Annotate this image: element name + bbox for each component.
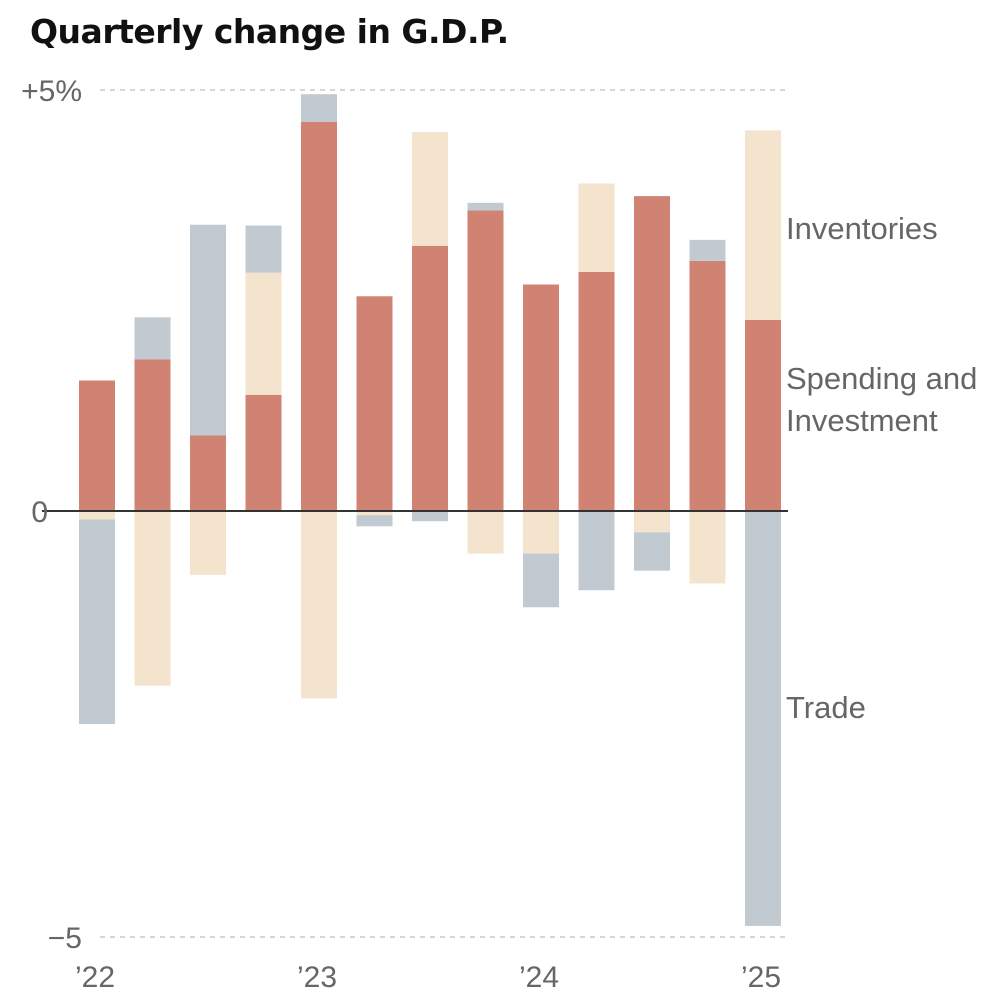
bar-inventories — [134, 511, 171, 686]
bar-trade — [467, 202, 504, 211]
bar-inventories — [79, 511, 115, 520]
bar-spending-and-investment — [190, 435, 226, 511]
legend-label: Investment — [786, 403, 938, 438]
legend-label: Spending and — [786, 361, 977, 396]
legend-label: Trade — [786, 690, 866, 725]
bar-inventories — [634, 511, 670, 533]
bar-trade — [134, 317, 171, 360]
bar-inventories — [523, 511, 559, 554]
bar-trade — [412, 511, 448, 522]
bar-inventories — [745, 130, 781, 320]
bar-spending-and-investment — [245, 394, 282, 511]
bar-inventories — [356, 511, 393, 516]
bar-trade — [356, 515, 393, 527]
bar-trade — [745, 511, 781, 926]
bar-spending-and-investment — [356, 296, 393, 511]
bar-trade — [79, 519, 115, 724]
labels-layer: +5% 0 −5 ’22 ’23 ’24 ’25 Inventories Spending an… — [21, 75, 977, 994]
bar-inventories — [301, 511, 337, 699]
bar-spending-and-investment — [689, 260, 726, 511]
y-tick-label: +5% — [21, 75, 82, 108]
bar-trade — [578, 511, 615, 591]
bar-inventories — [190, 511, 226, 575]
grid-layer — [100, 89, 788, 938]
bar-spending-and-investment — [578, 271, 615, 511]
bar-spending-and-investment — [745, 319, 781, 511]
bar-spending-and-investment — [79, 380, 115, 511]
bar-spending-and-investment — [134, 359, 171, 511]
x-tick-label: ’23 — [297, 961, 337, 994]
bar-spending-and-investment — [467, 210, 504, 511]
bar-spending-and-investment — [523, 284, 559, 511]
y-tick-label: 0 — [31, 496, 48, 529]
bar-trade — [523, 553, 559, 608]
bar-trade — [245, 225, 282, 273]
legend-label: Inventories — [786, 211, 938, 246]
bar-spending-and-investment — [634, 196, 670, 512]
bar-trade — [634, 532, 670, 571]
bar-spending-and-investment — [412, 245, 448, 511]
bar-inventories — [578, 183, 615, 272]
bar-inventories — [245, 272, 282, 395]
x-tick-label: ’24 — [519, 961, 559, 994]
bar-trade — [689, 239, 726, 261]
bar-inventories — [412, 132, 448, 246]
y-tick-label: −5 — [48, 922, 82, 955]
bar-inventories — [689, 511, 726, 584]
bar-trade — [190, 224, 226, 436]
bar-spending-and-investment — [301, 121, 337, 511]
chart-title: Quarterly change in G.D.P. — [30, 12, 509, 51]
bar-inventories — [467, 511, 504, 554]
x-tick-label: ’25 — [741, 961, 781, 994]
bars-layer — [79, 94, 781, 926]
bar-trade — [301, 94, 337, 122]
x-tick-label: ’22 — [75, 961, 115, 994]
